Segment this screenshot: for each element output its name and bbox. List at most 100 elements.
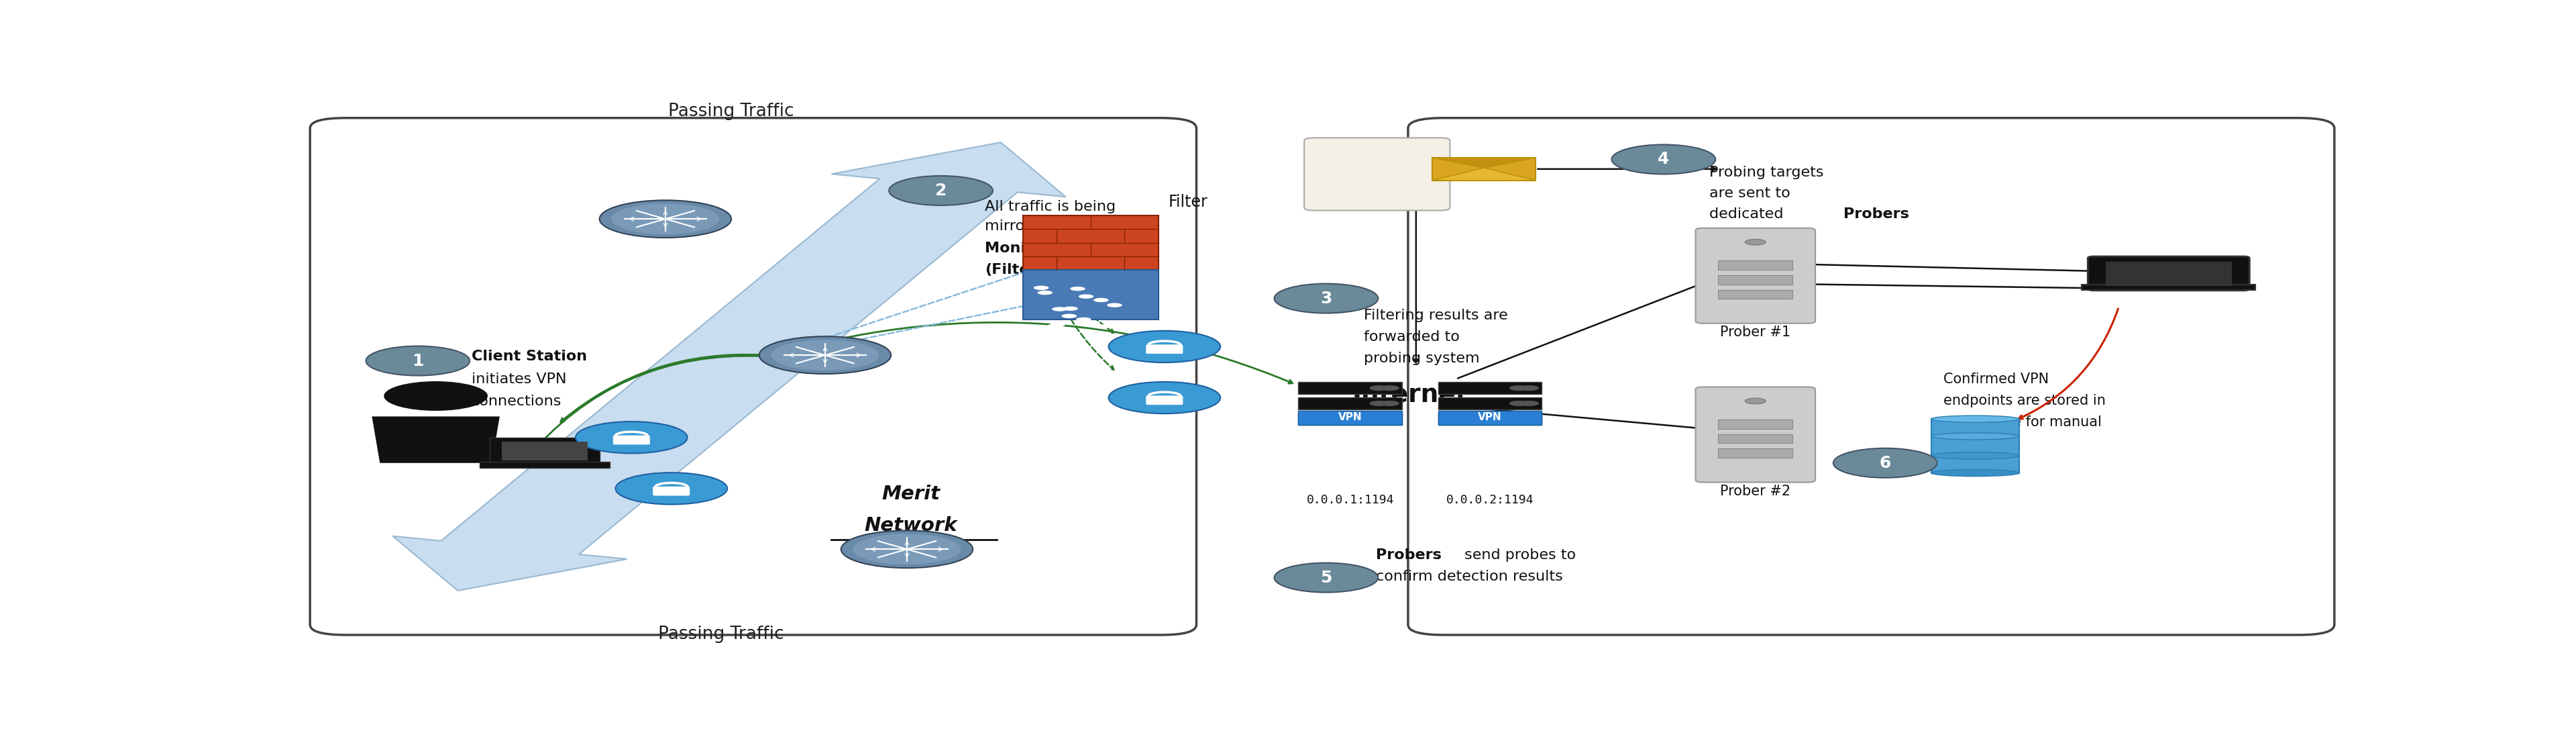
Text: Probers: Probers	[1844, 208, 1909, 221]
Text: 3: 3	[1321, 290, 1332, 307]
Circle shape	[770, 340, 878, 371]
Text: Probing targets: Probing targets	[1710, 166, 1824, 179]
Polygon shape	[371, 416, 500, 463]
Circle shape	[1051, 307, 1066, 311]
Circle shape	[1520, 401, 1538, 406]
FancyBboxPatch shape	[1432, 158, 1535, 181]
FancyBboxPatch shape	[1146, 345, 1182, 354]
Text: Monitoring Station: Monitoring Station	[984, 242, 1144, 255]
Circle shape	[1108, 303, 1123, 307]
Circle shape	[1834, 448, 1937, 478]
Text: Confirmed VPN: Confirmed VPN	[1942, 372, 2048, 385]
FancyBboxPatch shape	[489, 438, 600, 463]
FancyBboxPatch shape	[1298, 382, 1401, 394]
Circle shape	[1033, 286, 1048, 290]
Ellipse shape	[1932, 453, 2020, 459]
Circle shape	[600, 200, 732, 238]
Text: Filtering results are: Filtering results are	[1365, 309, 1507, 322]
FancyBboxPatch shape	[1298, 397, 1401, 410]
FancyBboxPatch shape	[1437, 382, 1543, 394]
FancyBboxPatch shape	[1718, 275, 1793, 284]
Text: Internet: Internet	[1352, 383, 1468, 407]
Ellipse shape	[1932, 469, 2020, 476]
Text: VPN: VPN	[1479, 412, 1502, 422]
Text: are sent to: are sent to	[1710, 186, 1790, 200]
Circle shape	[1275, 563, 1378, 593]
Circle shape	[1613, 144, 1716, 174]
Text: Probers: Probers	[1376, 548, 1443, 562]
Text: (Filter): (Filter)	[984, 263, 1043, 277]
Circle shape	[1370, 401, 1388, 406]
FancyBboxPatch shape	[1298, 411, 1401, 425]
Text: 5: 5	[1321, 570, 1332, 586]
Text: 0.0.0.2:1194: 0.0.0.2:1194	[1337, 170, 1417, 183]
Circle shape	[1048, 324, 1064, 328]
FancyBboxPatch shape	[654, 486, 690, 495]
Circle shape	[611, 203, 719, 234]
Polygon shape	[1432, 158, 1535, 168]
Text: probing system: probing system	[1365, 352, 1481, 366]
Circle shape	[384, 381, 487, 411]
FancyBboxPatch shape	[1718, 434, 1793, 443]
Polygon shape	[1432, 168, 1535, 181]
FancyBboxPatch shape	[1932, 419, 2020, 473]
FancyBboxPatch shape	[2105, 262, 2231, 286]
Text: a database for manual: a database for manual	[1942, 416, 2102, 429]
Text: 0.0.0.1:1194: 0.0.0.1:1194	[1337, 152, 1417, 164]
Circle shape	[853, 534, 961, 565]
FancyBboxPatch shape	[309, 118, 1195, 635]
Circle shape	[1108, 382, 1221, 413]
FancyBboxPatch shape	[1695, 387, 1816, 482]
FancyBboxPatch shape	[1023, 215, 1159, 270]
Text: send probes to: send probes to	[1461, 548, 1577, 562]
Circle shape	[366, 346, 469, 376]
Text: Prober #2: Prober #2	[1721, 485, 1790, 498]
FancyBboxPatch shape	[1437, 413, 1543, 425]
Circle shape	[1370, 385, 1388, 391]
Text: Client Station: Client Station	[471, 349, 587, 363]
Circle shape	[889, 176, 992, 206]
FancyBboxPatch shape	[1303, 138, 1450, 211]
Circle shape	[840, 531, 974, 568]
Circle shape	[1370, 416, 1388, 422]
Circle shape	[616, 472, 726, 504]
Circle shape	[1079, 294, 1095, 298]
Circle shape	[1038, 290, 1054, 295]
Circle shape	[1744, 240, 1765, 245]
Circle shape	[574, 422, 688, 453]
Text: All traffic is being: All traffic is being	[984, 200, 1115, 213]
Text: confirm detection results: confirm detection results	[1376, 570, 1564, 583]
Circle shape	[1069, 287, 1084, 291]
FancyBboxPatch shape	[2087, 256, 2249, 290]
FancyBboxPatch shape	[1298, 413, 1401, 425]
FancyBboxPatch shape	[1146, 396, 1182, 405]
Circle shape	[1510, 401, 1528, 406]
Circle shape	[760, 336, 891, 374]
Text: connections: connections	[471, 395, 562, 408]
Ellipse shape	[1932, 433, 2020, 440]
Circle shape	[1744, 398, 1765, 404]
Text: VPN: VPN	[1337, 412, 1363, 422]
Circle shape	[1510, 416, 1528, 422]
FancyBboxPatch shape	[613, 436, 649, 444]
Polygon shape	[392, 142, 1066, 590]
Circle shape	[1520, 385, 1538, 391]
Text: 0.0.0.2:1194: 0.0.0.2:1194	[1445, 494, 1533, 506]
Text: 1: 1	[412, 353, 422, 369]
Text: Passing Traffic: Passing Traffic	[667, 102, 793, 120]
FancyBboxPatch shape	[479, 462, 611, 467]
Circle shape	[1051, 322, 1066, 326]
FancyBboxPatch shape	[1023, 270, 1159, 320]
Text: 4: 4	[1659, 151, 1669, 167]
Circle shape	[1077, 318, 1092, 321]
Circle shape	[1381, 385, 1399, 391]
FancyBboxPatch shape	[1437, 411, 1543, 425]
Text: Passing Traffic: Passing Traffic	[659, 626, 783, 643]
FancyBboxPatch shape	[1718, 419, 1793, 429]
Circle shape	[1381, 416, 1399, 422]
Ellipse shape	[1932, 416, 2020, 422]
FancyBboxPatch shape	[1718, 261, 1793, 270]
Circle shape	[1381, 401, 1399, 406]
Text: Merit: Merit	[881, 485, 940, 503]
Circle shape	[1061, 314, 1077, 318]
